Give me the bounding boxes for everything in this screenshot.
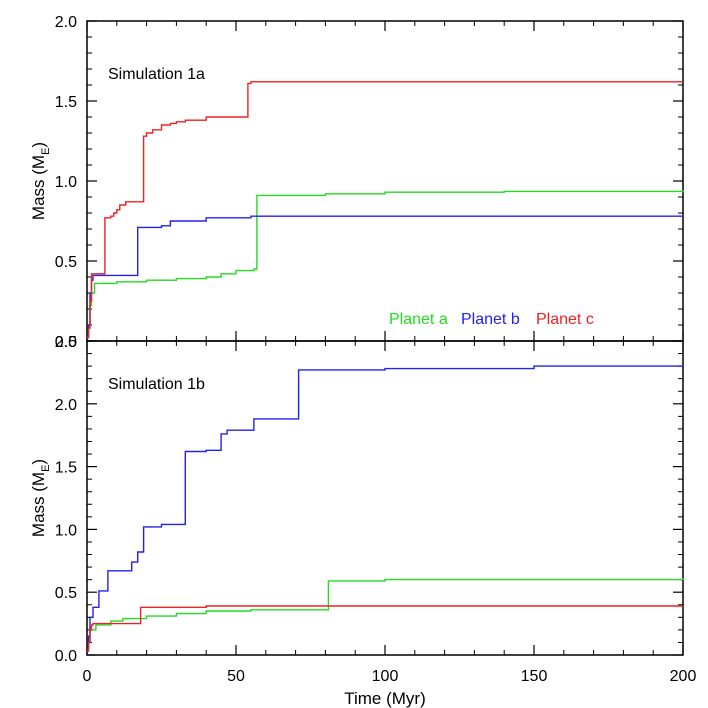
y-tick-label: 0.5 — [55, 254, 77, 271]
series-group-top — [87, 81, 684, 339]
legend-planet-a: Planet a — [389, 311, 448, 328]
y-tick-label: 1.5 — [55, 94, 77, 111]
panel-simulation-1a: 0.00.51.01.52.0 Simulation 1a Mass (ME) … — [29, 14, 684, 351]
axis-ticks-bottom: 0.0 0.5 1.0 1.5 2.0 2.5 — [55, 334, 684, 665]
x-axis-label: Time (Myr) — [344, 689, 426, 708]
y-axis-label-bottom: Mass (ME) — [29, 459, 52, 537]
legend-planet-c: Planet c — [536, 311, 594, 328]
legend-planet-b: Planet b — [461, 311, 520, 328]
panel-title-bottom: Simulation 1b — [108, 376, 205, 393]
panel-simulation-1b: 0.0 0.5 1.0 1.5 2.0 2.5 Simulation 1b Mass (M… — [29, 334, 684, 665]
series-line-planet-c — [87, 81, 683, 339]
series-line-planet-a — [87, 578, 684, 650]
x-tick-label: 200 — [670, 668, 697, 685]
y-tick-label: 1.5 — [55, 460, 77, 477]
x-tick-label: 0 — [83, 668, 92, 685]
x-tick-labels: 0 50 100 150 200 — [83, 668, 697, 685]
y-tick-label: 0.0 — [55, 334, 77, 351]
series-line-planet-b — [87, 364, 684, 650]
x-tick-label: 150 — [521, 668, 548, 685]
series-group-bottom — [87, 364, 684, 652]
y-tick-label: 0.5 — [55, 585, 77, 602]
panel-title-top: Simulation 1a — [108, 66, 205, 83]
x-tick-label: 100 — [372, 668, 399, 685]
x-tick-label: 50 — [227, 668, 245, 685]
y-axis-label-top: Mass (ME) — [29, 142, 52, 220]
y-tick-label: 2.0 — [55, 14, 77, 31]
axis-ticks-top: 0.0 0.5 1.0 1.5 2.0 — [55, 14, 684, 351]
y-tick-label: 2.0 — [55, 397, 77, 414]
y-tick-label: 1.0 — [55, 522, 77, 539]
legend: Planet a Planet b Planet c — [389, 311, 594, 328]
y-tick-label: 2.5 — [55, 334, 77, 351]
y-tick-label: 0.0 — [55, 648, 77, 665]
y-tick-label: 1.0 — [55, 174, 77, 191]
series-line-planet-c — [87, 605, 683, 652]
